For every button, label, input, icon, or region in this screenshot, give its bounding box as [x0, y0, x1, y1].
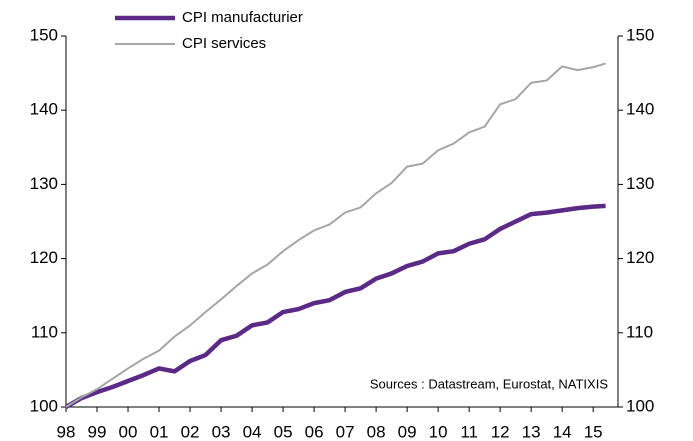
x-tick-label: 04: [243, 422, 262, 441]
x-tick-label: 10: [429, 422, 448, 441]
y2-tick-label: 110: [626, 322, 653, 341]
x-tick-label: 09: [398, 422, 417, 441]
source-note: Sources : Datastream, Eurostat, NATIXIS: [370, 376, 609, 391]
legend-label: CPI manufacturier: [182, 9, 303, 26]
x-tick-label: 11: [460, 422, 478, 441]
y-tick-label: 110: [31, 322, 58, 341]
y-tick-label: 140: [30, 100, 58, 119]
x-tick-label: 02: [181, 422, 200, 441]
y-tick-label: 100: [30, 396, 58, 415]
x-tick-label: 00: [119, 422, 138, 441]
y2-tick-label: 140: [626, 100, 654, 119]
x-tick-label: 98: [57, 422, 76, 441]
x-tick-label: 06: [305, 422, 324, 441]
legend-label: CPI services: [182, 35, 266, 52]
y2-tick-label: 120: [626, 248, 654, 267]
x-tick-label: 14: [553, 422, 572, 441]
x-tick-label: 07: [336, 422, 355, 441]
series-line: [65, 62, 606, 408]
x-tick-label: 99: [88, 422, 107, 441]
y2-tick-label: 150: [626, 25, 654, 44]
x-tick-label: 01: [150, 422, 169, 441]
y-tick-label: 120: [30, 248, 58, 267]
series-line: [64, 203, 606, 409]
x-tick-label: 05: [274, 422, 293, 441]
x-tick-label: 12: [491, 422, 510, 441]
x-tick-label: 13: [522, 422, 541, 441]
x-tick-label: 03: [212, 422, 231, 441]
y-tick-label: 150: [30, 25, 58, 44]
y2-tick-label: 130: [626, 174, 654, 193]
y2-tick-label: 100: [626, 396, 654, 415]
x-tick-label: 15: [584, 422, 603, 441]
x-tick-label: 08: [367, 422, 386, 441]
y-tick-label: 130: [30, 174, 58, 193]
